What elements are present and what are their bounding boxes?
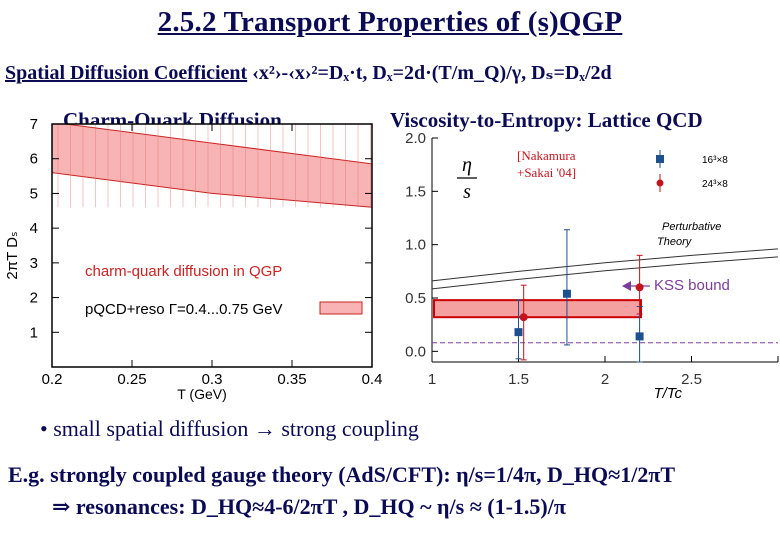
x-axis-label: T/Tc [653, 385, 682, 402]
right-chart-header: Viscosity-to-Entropy: Lattice QCD [390, 108, 703, 132]
chart-annotation: charm-quark diffusion in QGP [85, 263, 282, 280]
y-tick-label: 1.5 [405, 183, 426, 200]
legend-label: 24³×8 [702, 179, 728, 190]
y-tick-label: 2.0 [405, 130, 426, 147]
band-upper-edge [61, 124, 372, 165]
legend-swatch [319, 301, 363, 315]
y-tick-label: 4 [30, 220, 38, 237]
y-axis-label: 2πT Dₛ [4, 231, 21, 279]
legend-marker [656, 155, 664, 163]
slide-title: 2.5.2 Transport Properties of (s)QGP [157, 6, 623, 38]
y-tick-label: 0.0 [405, 343, 426, 360]
x-tick-label: 0.25 [117, 371, 146, 388]
perturbative-label-1: Perturbative [662, 221, 721, 233]
y-tick-label: 2 [30, 290, 38, 307]
x-axis-label: T (GeV) [177, 386, 227, 402]
y-tick-label: 1 [30, 324, 38, 341]
data-point-16 [562, 289, 571, 298]
y-axis-label-den: s [463, 181, 471, 203]
data-point-16 [635, 332, 644, 341]
perturbative-line-lower [431, 256, 779, 290]
legend-marker [656, 179, 664, 187]
citation-line-2: +Sakai '04] [517, 165, 576, 180]
x-tick-label: 0.35 [277, 371, 306, 388]
data-point-24 [519, 313, 528, 322]
kss-arrow-head [622, 281, 631, 291]
kss-bound-label: KSS bound [654, 277, 730, 294]
example-line: E.g. strongly coupled gauge theory (AdS/… [8, 462, 676, 487]
data-point-16 [514, 328, 523, 337]
resonance-line: ⇒ resonances: D_HQ≈4-6/2πT , D_HQ ~ η/s … [52, 494, 566, 519]
band-lower-edge [52, 172, 372, 208]
x-tick-label: 0.2 [42, 371, 63, 388]
x-tick-label: 2.5 [681, 371, 702, 388]
citation-line-1: [Nakamura [517, 148, 576, 163]
y-tick-label: 7 [30, 116, 38, 133]
highlight-band [433, 299, 642, 319]
y-tick-label: 0.5 [405, 290, 426, 307]
x-tick-label: 0.4 [362, 371, 383, 388]
y-tick-label: 1.0 [405, 237, 426, 254]
legend-label: 16³×8 [702, 155, 728, 166]
x-tick-label: 0.3 [202, 371, 223, 388]
subtitle-formula: ‹x²›-‹x›²=Dₓ·t, Dₓ=2d·(T/m_Q)/γ, Dₛ=Dₓ/2… [252, 62, 612, 84]
x-tick-label: 2 [601, 371, 609, 388]
subtitle-label: Spatial Diffusion Coefficient [5, 62, 248, 84]
diffusion-band [52, 124, 372, 208]
y-tick-label: 3 [30, 255, 38, 272]
bullet-text: • small spatial diffusion → strong coupl… [40, 416, 419, 441]
perturbative-line [431, 248, 779, 282]
y-axis-label-num: η [462, 154, 472, 176]
perturbative-label-2: Theory [657, 236, 693, 248]
x-tick-label: 1 [428, 371, 436, 388]
y-tick-label: 5 [30, 185, 38, 202]
subtitle: Spatial Diffusion Coefficient ‹x²›-‹x›²=… [5, 60, 612, 85]
data-point-24 [635, 283, 644, 292]
x-tick-label: 1.5 [508, 371, 529, 388]
y-tick-label: 6 [30, 151, 38, 168]
legend-label: pQCD+reso Γ=0.4...0.75 GeV [85, 301, 283, 318]
